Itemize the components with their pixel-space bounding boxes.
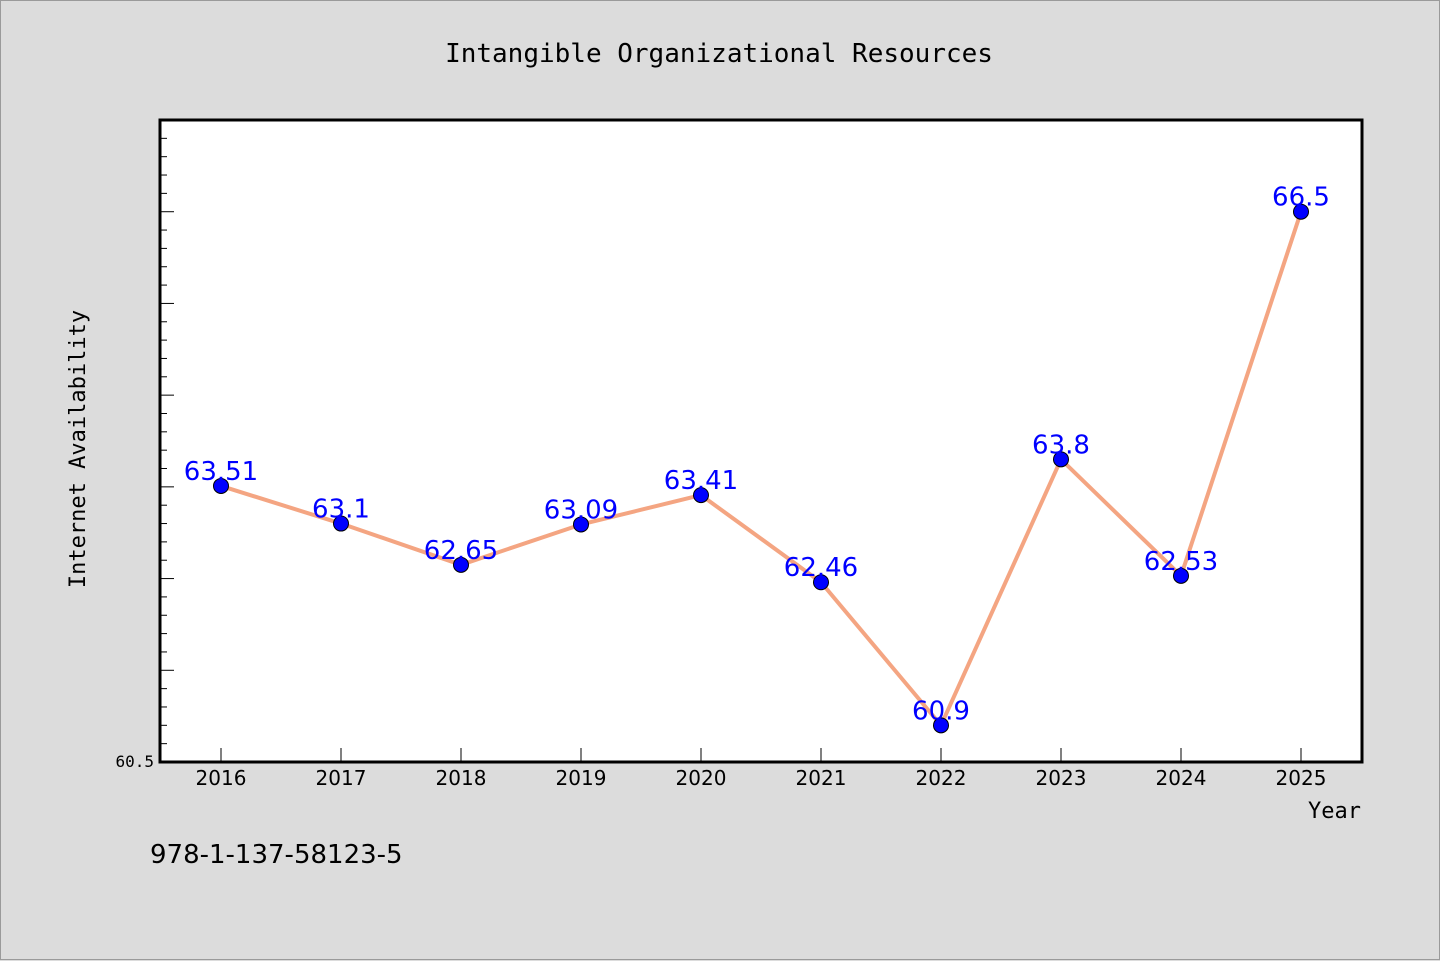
data-label: 63.1 xyxy=(312,495,370,525)
data-label-group: 63.51 63.1 62.65 63.09 63.41 62.46 60.9 63.8 62.… xyxy=(184,183,1330,727)
x-tick-label: 2022 xyxy=(916,766,967,790)
data-point xyxy=(1293,203,1309,220)
data-point xyxy=(813,574,829,591)
y-axis-title: Internet Availability xyxy=(66,310,91,588)
series-group xyxy=(213,203,1309,734)
x-axis-ticks: 2016 2017 2018 2019 2020 2021 2022 2023 2024 2025 xyxy=(196,748,1327,790)
data-point xyxy=(693,487,709,504)
x-tick-label: 2020 xyxy=(676,766,727,790)
data-label: 62.46 xyxy=(784,553,858,583)
chart-title: Intangible Organizational Resources xyxy=(445,39,993,69)
data-label: 63.8 xyxy=(1032,430,1090,460)
data-point xyxy=(333,515,349,532)
series-line xyxy=(219,209,1303,728)
data-label: 63.09 xyxy=(544,495,618,525)
data-point xyxy=(573,516,589,533)
x-tick-label: 2024 xyxy=(1156,766,1207,790)
y-tick-label: 60.5 xyxy=(115,752,154,771)
data-point xyxy=(933,717,949,734)
data-point xyxy=(453,556,469,573)
data-point xyxy=(213,477,229,494)
data-label: 66.5 xyxy=(1272,183,1330,213)
data-point xyxy=(1173,567,1189,584)
data-label: 63.41 xyxy=(664,466,738,496)
x-tick-label: 2018 xyxy=(436,766,487,790)
data-label: 60.9 xyxy=(912,696,970,726)
x-tick-label: 2016 xyxy=(196,766,247,790)
x-axis-title: Year xyxy=(1308,799,1361,824)
x-tick-label: 2023 xyxy=(1036,766,1087,790)
footer-text: 978-1-137-58123-5 xyxy=(150,840,403,870)
data-label: 62.53 xyxy=(1144,547,1218,577)
x-tick-label: 2025 xyxy=(1276,766,1327,790)
x-tick-label: 2021 xyxy=(796,766,847,790)
y-axis-ticks: 60.5 xyxy=(115,119,174,771)
x-tick-label: 2019 xyxy=(556,766,607,790)
data-label: 62.65 xyxy=(424,536,498,566)
data-point xyxy=(1053,451,1069,468)
x-tick-label: 2017 xyxy=(316,766,367,790)
data-label: 63.51 xyxy=(184,457,258,487)
plot-area xyxy=(158,118,1364,764)
